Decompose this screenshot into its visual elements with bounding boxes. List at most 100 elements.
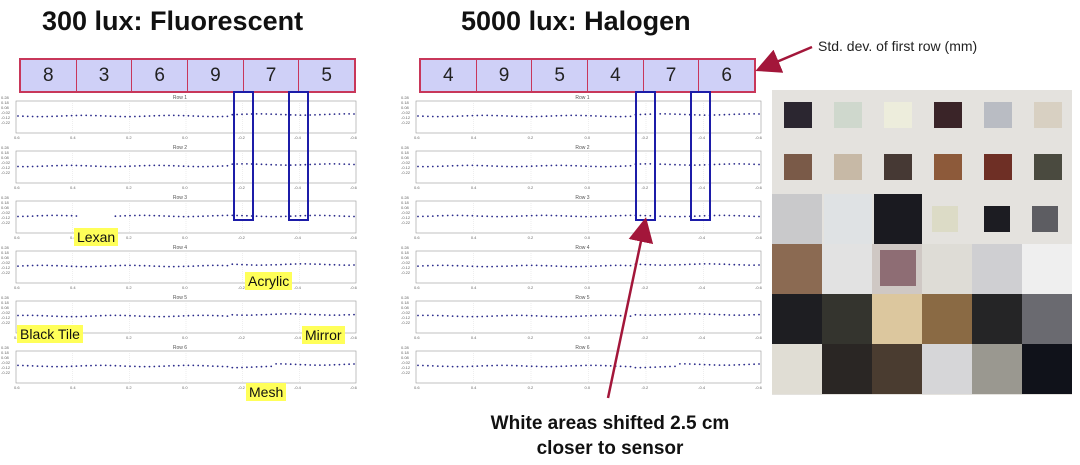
data-point (422, 165, 424, 168)
data-point (65, 214, 68, 217)
data-point (104, 115, 107, 117)
data-point (436, 264, 439, 267)
data-point (275, 363, 277, 365)
data-point (216, 314, 219, 317)
data-point (333, 314, 336, 316)
x-tick-label: -0.6 (350, 335, 357, 340)
data-point (515, 364, 518, 367)
x-tick-label: 0.2 (527, 335, 534, 340)
data-point (753, 313, 755, 316)
data-point (604, 314, 607, 317)
data-point (333, 113, 336, 115)
data-point (535, 214, 538, 217)
data-point (211, 264, 214, 267)
data-point (114, 264, 117, 267)
data-point (758, 163, 760, 166)
data-point (723, 313, 726, 316)
data-point (545, 164, 548, 167)
data-point (530, 115, 533, 118)
data-point (177, 165, 180, 167)
data-point (679, 215, 681, 218)
data-point (197, 215, 200, 218)
data-point (525, 365, 528, 367)
data-point (294, 215, 297, 217)
data-point (134, 365, 136, 368)
data-point (753, 163, 755, 166)
data-point (506, 115, 508, 117)
data-point (674, 365, 676, 368)
data-point (644, 163, 647, 165)
x-tick-label: 0.2 (126, 285, 132, 290)
data-point (90, 265, 92, 268)
data-point (75, 315, 78, 318)
data-point (338, 163, 341, 165)
data-point (338, 264, 341, 266)
data-point (698, 363, 701, 366)
data-point (143, 164, 146, 167)
data-point (284, 164, 287, 166)
data-point (129, 365, 131, 368)
data-point (168, 315, 170, 318)
data-point (525, 214, 528, 217)
data-point (294, 363, 297, 366)
data-point (580, 114, 582, 117)
data-point (565, 315, 568, 318)
data-point (138, 164, 141, 167)
row-plot-canvas (15, 350, 357, 384)
data-point (270, 365, 273, 368)
data-point (446, 315, 449, 317)
left-row-plot: Row 4 0.28 0.18 0.08 -0.02 -0.12 -0.22 0.6 0.4 0.… (0, 243, 360, 293)
data-point (202, 364, 204, 367)
data-point (684, 263, 686, 266)
data-point (75, 365, 78, 367)
data-point (323, 314, 326, 316)
x-tick-label: -0.4 (294, 385, 301, 390)
data-point (659, 314, 662, 316)
data-point (619, 365, 622, 368)
data-point (46, 315, 49, 317)
data-point (669, 313, 671, 316)
y-tick-label: -0.22 (1, 370, 11, 375)
y-tick-label: -0.12 (401, 315, 411, 320)
data-point (333, 263, 336, 266)
data-point (629, 214, 632, 217)
data-point (187, 114, 190, 117)
y-tick-label: -0.22 (401, 170, 411, 175)
data-point (211, 214, 214, 217)
material-swatch (1032, 206, 1058, 232)
data-point (124, 314, 126, 317)
data-point (46, 365, 49, 368)
data-point (698, 114, 701, 116)
y-tick-label: 0.28 (401, 295, 409, 300)
x-tick-label: 0.4 (470, 335, 477, 340)
data-point (319, 163, 321, 165)
data-point (153, 114, 156, 117)
data-point (80, 365, 83, 367)
left-row-plot: Row 6 0.28 0.18 0.08 -0.02 -0.12 -0.22 0.6 0.4 0.… (0, 343, 360, 393)
material-swatch (834, 154, 862, 180)
data-point (90, 165, 92, 167)
material-swatch (922, 244, 972, 294)
data-point (22, 265, 24, 267)
data-point (540, 164, 543, 167)
data-point (56, 264, 58, 267)
data-point (575, 164, 577, 167)
data-point (226, 315, 229, 317)
data-point (95, 265, 97, 268)
data-point (158, 365, 161, 368)
data-point (491, 364, 493, 367)
data-point (728, 314, 731, 316)
data-point (65, 265, 68, 267)
data-point (114, 364, 117, 367)
data-point (609, 165, 612, 168)
data-point (753, 264, 755, 266)
data-point (417, 165, 419, 168)
data-point (664, 163, 666, 166)
data-point (289, 164, 292, 166)
data-point (182, 114, 185, 117)
data-point (649, 263, 652, 266)
data-point (758, 313, 760, 316)
data-point (172, 114, 175, 117)
data-point (639, 113, 642, 116)
data-point (491, 114, 493, 117)
